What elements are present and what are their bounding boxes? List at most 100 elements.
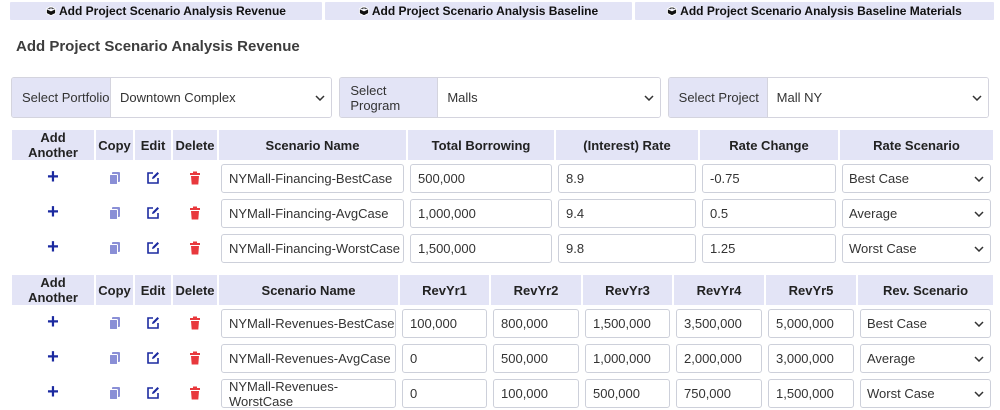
rev-yr5-input[interactable]: 1,500,000 [768, 379, 854, 408]
rev-yr5-input[interactable]: 3,000,000 [768, 344, 854, 373]
total-borrowing-input[interactable]: 500,000 [410, 164, 552, 193]
rev-yr1-input[interactable]: 100,000 [402, 309, 487, 338]
field-value: 750,000 [684, 386, 731, 401]
rate-scenario-select[interactable]: Average [842, 199, 991, 228]
field-value: 3,500,000 [684, 316, 742, 331]
column-header: Delete [172, 129, 218, 161]
field-value: 1,500,000 [593, 316, 651, 331]
scenario-name-input[interactable]: NYMall-Financing-WorstCase [221, 234, 404, 263]
interest-rate-input[interactable]: 9.4 [558, 199, 696, 228]
add-another-button[interactable]: + [11, 196, 95, 231]
delete-button[interactable] [172, 196, 218, 231]
column-header: RevYr2 [490, 274, 582, 306]
edit-button[interactable] [134, 341, 172, 376]
add-another-button[interactable]: + [11, 306, 95, 341]
plus-icon: + [47, 165, 59, 188]
copy-icon [108, 242, 120, 256]
column-header: Edit [134, 129, 172, 161]
program-value: Malls [447, 90, 478, 105]
scenario-name-input[interactable]: NYMall-Revenues-BestCase [221, 309, 396, 338]
scenario-name-input[interactable]: NYMall-Financing-BestCase [221, 164, 404, 193]
field-value: 1,000,000 [593, 351, 651, 366]
rev-yr4-input[interactable]: 3,500,000 [676, 309, 762, 338]
edit-icon [147, 352, 159, 365]
delete-button[interactable] [172, 231, 218, 266]
edit-button[interactable] [134, 231, 172, 266]
edit-button[interactable] [134, 196, 172, 231]
chevron-down-icon [974, 210, 984, 217]
copy-button[interactable] [95, 376, 134, 410]
program-select[interactable]: Malls [438, 78, 660, 117]
rev-yr2-input[interactable]: 800,000 [493, 309, 579, 338]
cube-icon [46, 6, 56, 16]
scenario-name-input[interactable]: NYMall-Financing-AvgCase [221, 199, 404, 228]
table-row: + NYMall-Revenues-WorstCase 0 100,000 50… [11, 376, 994, 410]
interest-rate-input[interactable]: 8.9 [558, 164, 696, 193]
portfolio-select[interactable]: Downtown Complex [111, 78, 332, 117]
rev-scenario-select[interactable]: Average [860, 344, 991, 373]
rev-yr4-input[interactable]: 2,000,000 [676, 344, 762, 373]
rev-yr1-input[interactable]: 0 [402, 344, 487, 373]
copy-button[interactable] [95, 306, 134, 341]
field-value: 0 [410, 386, 418, 401]
edit-button[interactable] [134, 306, 172, 341]
cube-icon [667, 6, 678, 16]
interest-rate-input[interactable]: 9.8 [558, 234, 696, 263]
rate-scenario-select[interactable]: Worst Case [842, 234, 991, 263]
delete-button[interactable] [172, 376, 218, 410]
rev-yr1-input[interactable]: 0 [402, 379, 487, 408]
scenario-name-input[interactable]: NYMall-Revenues-AvgCase [221, 344, 396, 373]
copy-button[interactable] [95, 231, 134, 266]
tab-label: Add Project Scenario Analysis Baseline [371, 4, 599, 18]
copy-icon [108, 317, 120, 331]
rate-change-input[interactable]: 0.5 [702, 199, 836, 228]
rev-yr3-input[interactable]: 1,000,000 [585, 344, 670, 373]
rate-change-input[interactable]: 1.25 [702, 234, 836, 263]
add-another-button[interactable]: + [11, 161, 95, 196]
rev-scenario-select[interactable]: Worst Case [860, 379, 991, 408]
column-header: (Interest) Rate [555, 129, 699, 161]
trash-icon [190, 386, 200, 400]
rev-yr4-input[interactable]: 750,000 [676, 379, 762, 408]
table-row: + NYMall-Revenues-AvgCase 0 500,000 1,00… [11, 341, 994, 376]
project-select[interactable]: Mall NY [767, 78, 988, 117]
add-another-button[interactable]: + [11, 231, 95, 266]
field-value: Average [867, 351, 916, 366]
field-value: Average [849, 206, 898, 221]
column-header: Copy [95, 274, 134, 306]
delete-button[interactable] [172, 306, 218, 341]
total-borrowing-input[interactable]: 1,500,000 [410, 234, 552, 263]
edit-button[interactable] [134, 161, 172, 196]
chevron-down-icon [974, 320, 984, 327]
rev-yr3-input[interactable]: 500,000 [585, 379, 670, 408]
tab-scenario-baseline[interactable]: Add Project Scenario Analysis Baseline [325, 2, 632, 20]
field-value: Best Case [867, 316, 927, 331]
column-header: Scenario Name [218, 274, 399, 306]
copy-button[interactable] [95, 161, 134, 196]
rev-yr2-input[interactable]: 500,000 [493, 344, 579, 373]
tab-scenario-baseline-materials[interactable]: Add Project Scenario Analysis Baseline M… [635, 2, 994, 20]
rev-yr2-input[interactable]: 100,000 [493, 379, 579, 408]
rate-change-input[interactable]: -0.75 [702, 164, 836, 193]
delete-button[interactable] [172, 341, 218, 376]
tab-scenario-revenue[interactable]: Add Project Scenario Analysis Revenue [10, 2, 322, 20]
delete-button[interactable] [172, 161, 218, 196]
trash-icon [190, 206, 200, 220]
table-row: + NYMall-Revenues-BestCase 100,000 800,0… [11, 306, 994, 341]
column-header: Total Borrowing [407, 129, 555, 161]
rate-scenario-select[interactable]: Best Case [842, 164, 991, 193]
field-value: 8.9 [566, 171, 585, 186]
total-borrowing-input[interactable]: 1,000,000 [410, 199, 552, 228]
field-value: 1,500,000 [418, 241, 476, 256]
add-another-button[interactable]: + [11, 341, 95, 376]
copy-button[interactable] [95, 196, 134, 231]
rev-yr5-input[interactable]: 5,000,000 [768, 309, 854, 338]
rev-yr3-input[interactable]: 1,500,000 [585, 309, 670, 338]
rev-scenario-select[interactable]: Best Case [860, 309, 991, 338]
add-another-button[interactable]: + [11, 376, 95, 410]
edit-button[interactable] [134, 376, 172, 410]
scenario-name-input[interactable]: NYMall-Revenues-WorstCase [221, 379, 396, 409]
plus-icon: + [47, 235, 59, 258]
column-header: Rate Scenario [839, 129, 994, 161]
copy-button[interactable] [95, 341, 134, 376]
